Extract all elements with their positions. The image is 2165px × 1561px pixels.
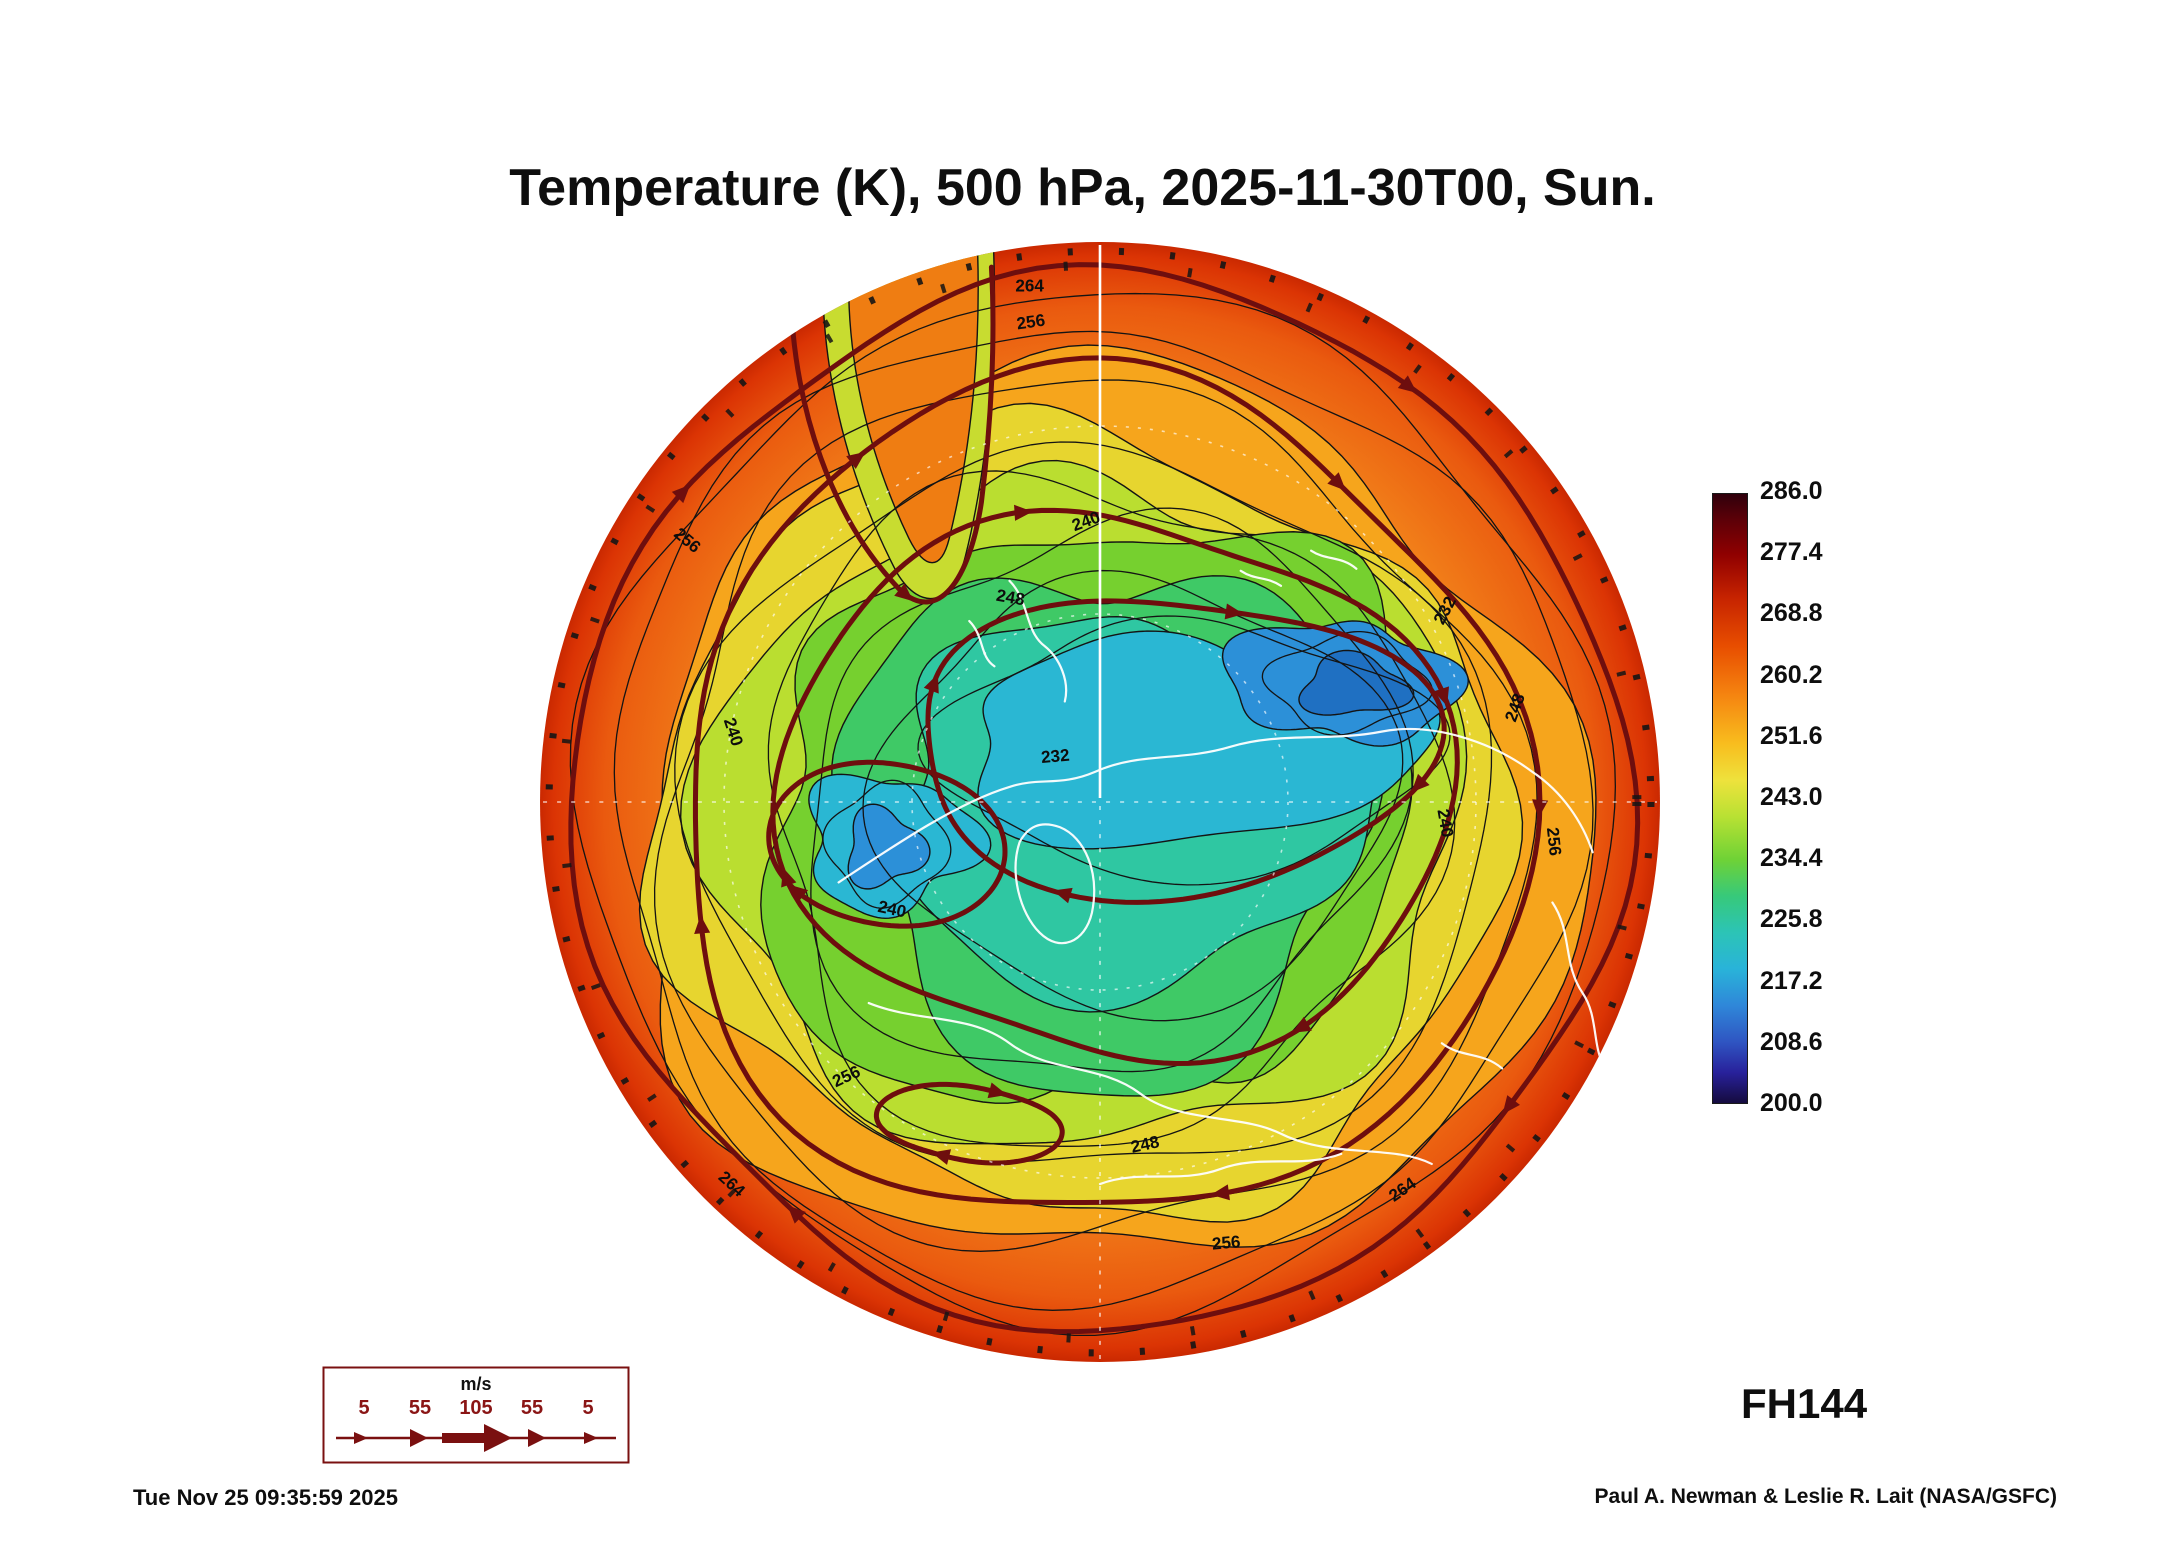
colorbar-tick: 208.6	[1760, 1027, 1823, 1056]
rim-wind-marks	[545, 247, 1655, 1357]
temperature-contour	[810, 507, 1414, 1073]
streamline-arrow-icon	[1433, 686, 1450, 707]
streamline-arrow-icon	[671, 484, 691, 504]
contour-label: 240	[1433, 807, 1457, 838]
rim-wind-barbs	[545, 247, 1655, 1357]
contour-label: 256	[1211, 1232, 1241, 1253]
coastline	[1440, 1042, 1504, 1070]
colorbar-tick: 260.2	[1760, 660, 1823, 689]
streamline-arrow-icon	[1532, 799, 1549, 819]
coastline	[1014, 823, 1096, 945]
temperature-region	[847, 803, 931, 890]
streamline-arrow-icon	[1224, 603, 1244, 620]
streamline-arrow-icon	[987, 1082, 1008, 1099]
streamline-arrow-icon	[846, 451, 866, 470]
wind-tick: 55	[409, 1397, 431, 1419]
wind-scale-arrow	[336, 1424, 616, 1452]
streamline-arrow-icon	[1397, 375, 1418, 393]
contour-label: 232	[1040, 746, 1070, 767]
colorbar	[1712, 493, 1748, 1104]
rim-wind-barbs	[558, 260, 1642, 1344]
temperature-contour	[569, 292, 1616, 1336]
streamline-arrow-icon	[1053, 887, 1073, 904]
wind-legend-border	[322, 1366, 630, 1464]
credit-text: Paul A. Newman & Leslie R. Lait (NASA/GS…	[1594, 1485, 2057, 1508]
graticule-layer	[543, 245, 1657, 1359]
colorbar-tick: 268.8	[1760, 599, 1823, 628]
streamline-arrow-icon	[1014, 504, 1033, 521]
coastline	[968, 579, 1068, 703]
latitude-circle	[723, 425, 1477, 1179]
wind-streamline	[770, 507, 1460, 1067]
colorbar-tick: 234.4	[1760, 844, 1823, 873]
streamline-arrow-icon	[787, 1205, 806, 1224]
temperature-contour	[653, 379, 1538, 1252]
colorbar-tick: 277.4	[1760, 538, 1823, 567]
contour-label: 256	[1543, 826, 1565, 856]
streamline-arrow-icon	[1210, 1184, 1230, 1201]
colorbar-tick: 200.0	[1760, 1088, 1823, 1117]
streamline-arrow-icon	[1327, 472, 1346, 491]
coastline	[1239, 549, 1358, 587]
wind-streamline	[925, 598, 1447, 905]
coastline	[1551, 901, 1604, 1065]
colorbar-tick-labels: 286.0 277.4 268.8 260.2 251.6 243.0 234.…	[1760, 479, 1823, 1116]
coastline	[1098, 1152, 1343, 1186]
contour-label: 248	[995, 586, 1026, 610]
wind-tick: 5	[358, 1397, 369, 1419]
contour-lines-layer	[569, 292, 1616, 1336]
contour-label: 256	[1015, 311, 1046, 334]
temperature-map-svg: 264 256 240 248 232 256 240 232 240 256 …	[540, 242, 1660, 1362]
streamline-arrow-icon	[923, 673, 939, 694]
colorbar-tick: 243.0	[1760, 782, 1823, 811]
wind-streamline	[692, 355, 1543, 1206]
temperature-contour	[1261, 630, 1433, 736]
colorbar-tick: 225.8	[1760, 905, 1823, 934]
wind-scale-svg: m/s 5 55 105 55 5	[322, 1366, 630, 1464]
streamline-arrow-icon	[894, 583, 914, 602]
streamline-arrow-icon	[1502, 1095, 1520, 1115]
forecast-hour-label: FH144	[1741, 1380, 1868, 1427]
streamline-arrow-icon	[1292, 1016, 1312, 1033]
latitude-circle	[911, 613, 1289, 991]
warm-tongue	[847, 242, 979, 564]
streamline-arrow-icon	[694, 915, 711, 934]
wind-streamline	[787, 264, 996, 605]
wind-streamline	[766, 759, 1008, 929]
streamline-arrow-icon	[789, 884, 809, 903]
wind-scale-legend: m/s 5 55 105 55 5	[322, 1366, 630, 1464]
temperature-contour	[613, 330, 1594, 1311]
colorbar-tick: 251.6	[1760, 721, 1823, 750]
temperature-contour	[674, 441, 1493, 1163]
page-title: Temperature (K), 500 hPa, 2025-11-30T00,…	[509, 159, 1656, 217]
streamline-arrow-icon	[931, 1149, 952, 1165]
wind-tick: 105	[459, 1397, 492, 1419]
contour-label: 264	[1015, 276, 1044, 295]
generation-timestamp: Tue Nov 25 09:35:59 2025	[133, 1485, 398, 1510]
colorbar-tick: 217.2	[1760, 966, 1823, 995]
polar-map: 264 256 240 248 232 256 240 232 240 256 …	[537, 239, 1663, 1365]
temperature-contour	[917, 615, 1451, 886]
temperature-contour	[822, 779, 952, 909]
wind-tick: 55	[521, 1397, 543, 1419]
streamline-arrow-icon	[1411, 773, 1430, 793]
temperature-region	[1298, 649, 1415, 716]
temperature-contour	[862, 569, 1404, 1022]
coastlines-layer	[837, 549, 1604, 1186]
coastline	[867, 1001, 1433, 1166]
wind-tick: 5	[582, 1397, 593, 1419]
wind-unit-label: m/s	[460, 1374, 491, 1394]
colorbar-tick: 286.0	[1760, 477, 1823, 505]
coastline	[837, 727, 1594, 884]
